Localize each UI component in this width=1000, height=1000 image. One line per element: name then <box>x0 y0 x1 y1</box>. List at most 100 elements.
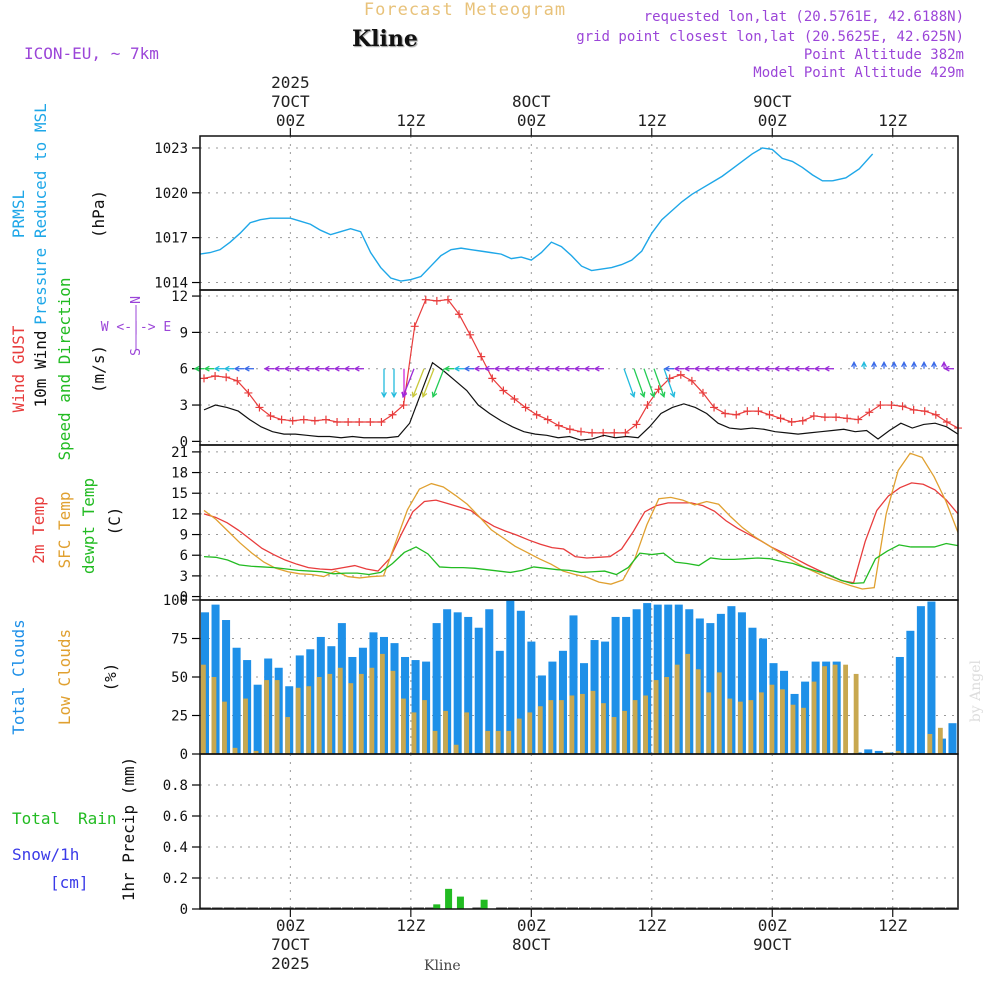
wind-arrow-head <box>911 361 917 368</box>
gust-marker <box>310 416 319 425</box>
gust-marker <box>610 428 619 437</box>
low-cloud-bar <box>895 750 901 754</box>
low-cloud-bar <box>927 733 933 754</box>
total-cloud-bar <box>506 600 515 754</box>
low-cloud-bar <box>769 684 775 754</box>
low-cloud-bar <box>558 700 564 754</box>
total-cloud-label: Total Clouds <box>9 619 28 735</box>
low-cloud-bar <box>590 690 596 754</box>
footer-station: Kline <box>424 958 461 974</box>
y-tick-label: 15 <box>171 486 188 502</box>
low-cloud-bar <box>432 730 438 754</box>
total-cloud-bar <box>222 620 231 754</box>
station-name: Kline <box>352 26 418 52</box>
gust-marker <box>477 352 486 361</box>
pressure-line <box>199 147 833 282</box>
low-cloud-bar <box>264 680 269 754</box>
wind-arrow-head <box>813 365 820 372</box>
wind-arrow-head <box>333 365 340 372</box>
total-cloud-bar <box>916 606 925 754</box>
low-cloud-bar <box>822 666 827 754</box>
rain-bar <box>480 899 488 909</box>
total-cloud-bar <box>864 749 873 754</box>
wind-arrow-head <box>243 365 250 372</box>
low-cloud-bar <box>485 730 491 754</box>
gust-marker <box>843 414 852 423</box>
wind-arrow-head <box>453 365 460 372</box>
gust-marker <box>721 409 730 418</box>
gust-marker <box>931 410 940 419</box>
gust-marker <box>809 411 818 420</box>
total-cloud-bar <box>927 601 936 754</box>
total-cloud-bar <box>632 609 641 754</box>
wind-arrow-head <box>483 365 490 372</box>
low-cloud-bar <box>801 707 806 754</box>
wind-arrow-head <box>943 365 950 372</box>
wind-label: 10m Wind <box>31 330 50 407</box>
rain-bar <box>456 896 464 909</box>
low-cloud-bar <box>411 712 417 754</box>
wind-arrow-head <box>563 365 570 372</box>
wind-arrow-head <box>871 361 877 368</box>
y-tick-label: 21 <box>171 445 188 461</box>
requested-coords: requested lon,lat (20.5761E, 42.6188N) <box>643 9 964 25</box>
low-cloud-bar <box>601 703 606 754</box>
gust-marker <box>377 417 386 426</box>
wind-arrow-head <box>303 365 310 372</box>
wind-arrow-head <box>463 365 470 372</box>
gust-marker <box>743 407 752 416</box>
total-cloud-bar <box>895 656 904 754</box>
gust-marker <box>865 408 874 417</box>
low-cloud-bar <box>737 701 743 754</box>
low-cloud-bar <box>727 698 733 754</box>
wind-arrow-head <box>593 365 600 372</box>
bottom-time-label: 12Z <box>637 916 666 935</box>
low-cloud-bar <box>706 692 712 754</box>
pressure-frame <box>199 135 959 291</box>
wind-arrow-head <box>803 365 810 372</box>
wind-dir-label: Speed and Direction <box>55 277 74 460</box>
wind-arrow-head <box>823 365 830 372</box>
gust-marker <box>942 417 951 426</box>
wind-arrow-head <box>891 361 897 368</box>
gust-marker <box>233 376 242 385</box>
low-cloud-bar <box>632 700 638 754</box>
gust-marker <box>710 403 719 412</box>
y-tick-label: 0.6 <box>163 809 188 825</box>
y-tick-label: 1017 <box>154 231 188 247</box>
wind-arrow-head <box>753 365 760 372</box>
total-cloud-bar <box>485 609 494 754</box>
gust-marker <box>421 295 430 304</box>
low-cloud-bar <box>243 698 248 754</box>
low-cloud-bar <box>316 677 322 754</box>
wind-arrow-head <box>273 365 280 372</box>
low-cloud-bar <box>748 700 754 754</box>
wind-arrow <box>643 368 655 397</box>
gust-marker <box>222 373 231 382</box>
total-cloud-bar <box>874 750 883 754</box>
gust-marker <box>621 428 630 437</box>
wind-arrow-head <box>573 365 580 372</box>
wind-arrow-head <box>343 365 350 372</box>
low-cloud-bar <box>653 680 659 754</box>
gust-marker <box>532 410 541 419</box>
gust-marker <box>854 415 863 424</box>
temp-unit: (C) <box>105 507 124 536</box>
y-tick-label: 9 <box>180 325 188 341</box>
bottom-time-label: 9OCT <box>753 935 792 954</box>
gust-marker <box>643 401 652 410</box>
low-cloud-bar <box>622 710 627 754</box>
wind-arrow-head <box>881 361 887 368</box>
low-cloud-bar <box>527 712 533 754</box>
total-cloud-bar <box>495 650 504 754</box>
wind-arrow-head <box>193 365 200 372</box>
top-time-label: 8OCT <box>512 92 551 111</box>
wind-arrow-head <box>323 365 330 372</box>
gust-marker <box>876 401 885 410</box>
low-cloud-bar <box>285 717 291 754</box>
low-cloud-bar <box>222 701 227 754</box>
wind-arrow-head <box>353 365 360 372</box>
wind-panel: 0 3 6 9 12 <box>171 289 962 450</box>
pressure-label-long: Pressure Reduced to MSL <box>31 103 50 325</box>
